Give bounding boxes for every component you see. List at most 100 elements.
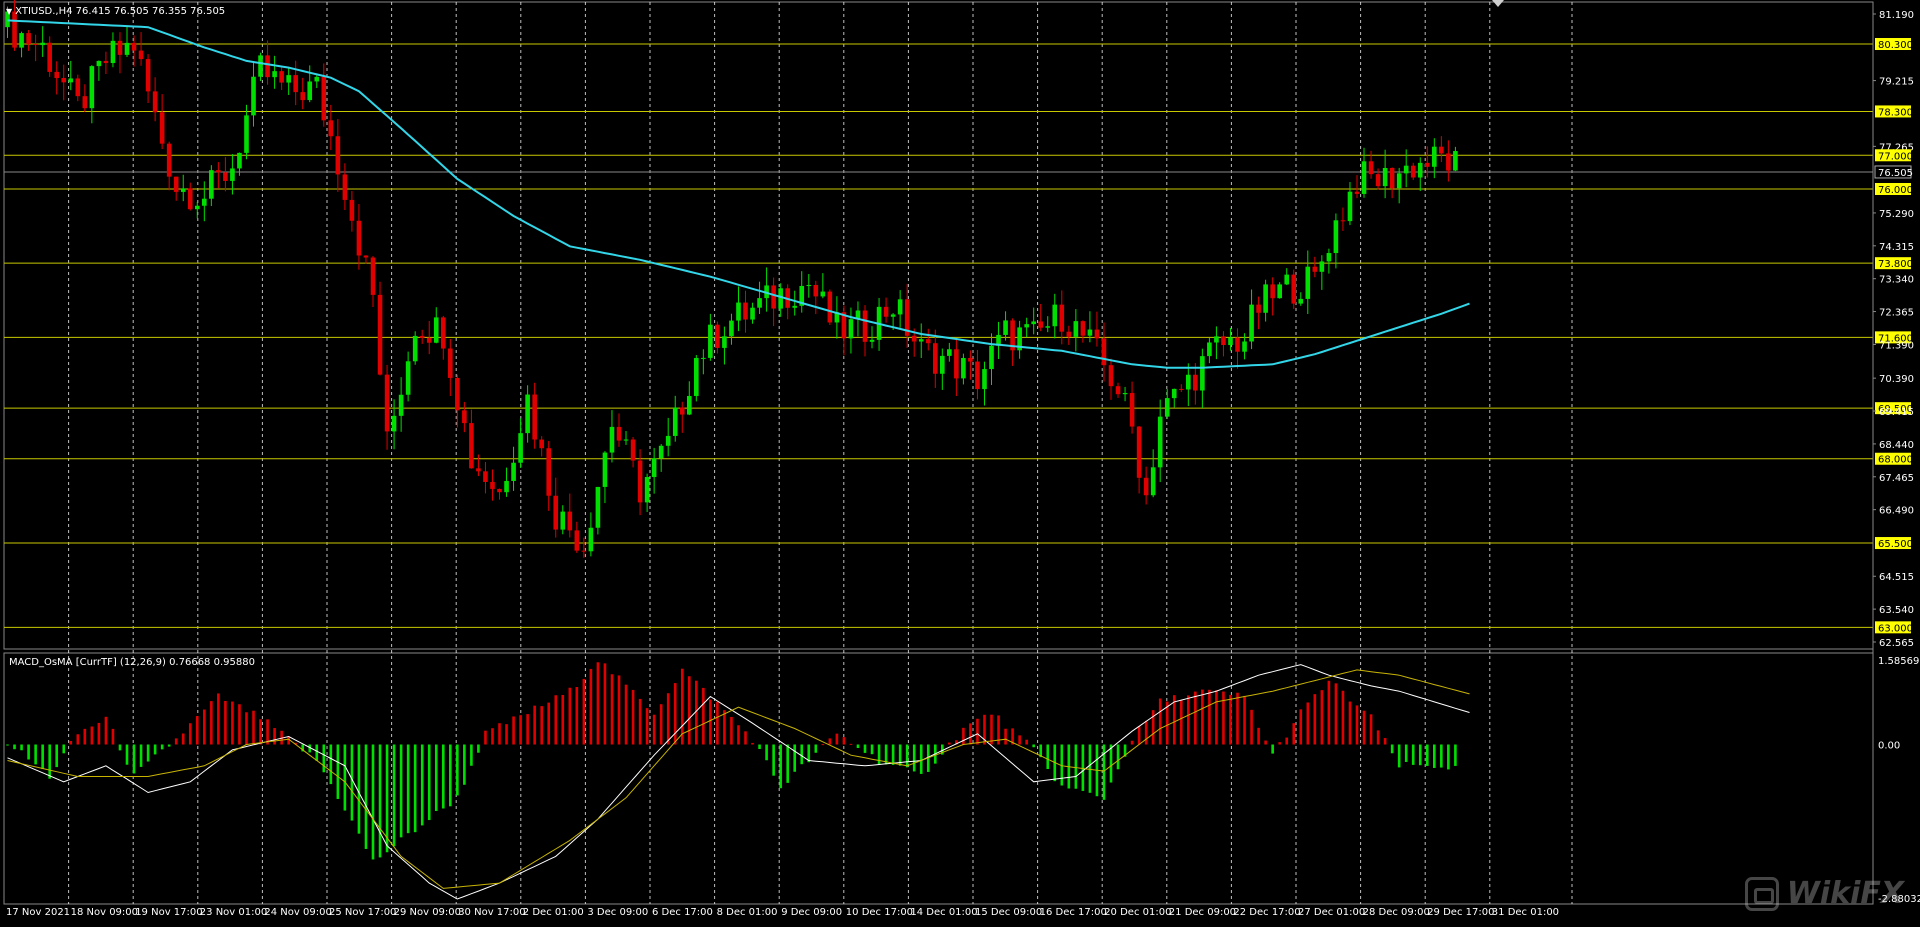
triangle-down-icon[interactable]: ▼ (6, 7, 13, 16)
symbol-header: ▼ XTIUSD.,H4 76.415 76.505 76.355 76.505 (6, 6, 225, 17)
histogram-bar (554, 695, 558, 745)
histogram-bar (1271, 744, 1274, 754)
histogram-bar (969, 723, 972, 745)
candle-body (476, 468, 481, 472)
histogram-bar (821, 744, 825, 746)
histogram-bar (217, 693, 220, 745)
histogram-bar (737, 725, 740, 745)
candle-body (525, 394, 530, 434)
histogram-bar (1011, 728, 1014, 745)
histogram-bar (1397, 744, 1401, 768)
histogram-bar (512, 716, 515, 745)
candle-body (1094, 329, 1100, 339)
candle-body (982, 369, 987, 390)
level-price-label: 65.500 (1878, 539, 1913, 550)
candle-body (996, 334, 1001, 346)
price-tick-label: 79.215 (1879, 77, 1914, 88)
candle-body (736, 302, 741, 321)
candle-body (1115, 386, 1121, 395)
histogram-bar (252, 710, 255, 745)
histogram-bar (596, 662, 600, 745)
candle-body (124, 42, 130, 55)
histogram-bar (983, 714, 986, 745)
current-price-label: 76.505 (1878, 168, 1913, 179)
time-tick-label: 9 Dec 09:00 (781, 907, 842, 918)
candle-body (897, 299, 903, 315)
histogram-bar (41, 744, 44, 770)
candle-body (799, 285, 805, 306)
candle-body (602, 452, 608, 487)
histogram-bar (1229, 694, 1232, 745)
histogram-bar (1236, 692, 1239, 745)
histogram-bar (308, 744, 312, 753)
candle-body (1312, 266, 1318, 272)
candle-body (511, 462, 516, 481)
histogram-bar (470, 744, 473, 766)
candle-body (862, 310, 868, 342)
candle-body (187, 188, 193, 210)
histogram-bar (997, 715, 1000, 745)
level-price-label: 71.600 (1878, 333, 1913, 344)
candle-body (989, 345, 994, 370)
histogram-bar (76, 734, 80, 745)
histogram-bar (884, 744, 888, 765)
indicator-tick-label: 0.00 (1878, 741, 1900, 752)
price-tick-label: 64.515 (1879, 572, 1914, 583)
candle-body (426, 337, 432, 343)
candle-body (265, 55, 270, 78)
candle-body (1221, 336, 1226, 346)
histogram-bar (990, 714, 993, 745)
candle-body (672, 407, 678, 436)
candle-body (841, 312, 847, 339)
histogram-bar (842, 737, 846, 745)
macd-histogram (6, 662, 1457, 860)
histogram-bar (399, 744, 403, 838)
candle-body (792, 305, 798, 308)
candle-body (469, 423, 474, 469)
time-tick-label: 17 Nov 2021 (6, 907, 70, 918)
histogram-bar (744, 731, 747, 745)
level-price-label: 76.000 (1878, 185, 1913, 196)
histogram-bar (568, 687, 572, 745)
time-tick-label: 24 Nov 09:00 (264, 907, 331, 918)
candle-body (1305, 266, 1311, 299)
histogram-bar (891, 744, 895, 765)
histogram-bar (976, 718, 979, 745)
candle-body (356, 220, 362, 256)
level-price-tag (1875, 537, 1911, 550)
histogram-bar (533, 705, 536, 745)
histogram-bar (181, 733, 185, 745)
histogram-bar (498, 723, 501, 745)
histogram-bar (449, 744, 452, 807)
candle-body (686, 395, 692, 415)
histogram-bar (687, 676, 691, 745)
indicator-tick-label: 1.58569 (1878, 656, 1919, 667)
histogram-bar (1341, 690, 1345, 745)
candle-body (419, 335, 425, 338)
candle-body (743, 302, 748, 320)
histogram-bar (1327, 680, 1331, 745)
histogram-bar (898, 744, 902, 766)
chart-shift-marker[interactable] (1492, 0, 1504, 7)
candle-body (504, 480, 509, 493)
moving-average (7, 19, 1470, 369)
candle-body (202, 198, 207, 206)
candle-body (834, 312, 840, 323)
candle-body (1087, 329, 1093, 336)
level-price-label: 77.000 (1878, 151, 1913, 162)
histogram-bar (167, 744, 171, 747)
histogram-bar (617, 675, 621, 745)
histogram-bar (1264, 740, 1267, 745)
histogram-bar (1222, 691, 1225, 745)
histogram-bar (434, 744, 438, 812)
candle-body (12, 11, 17, 48)
histogram-bar (575, 687, 579, 745)
candle-body (173, 176, 179, 192)
histogram-bar (955, 740, 958, 745)
histogram-bar (765, 744, 768, 761)
histogram-bar (519, 715, 522, 745)
candle-body (1214, 336, 1219, 343)
candle-body (911, 335, 917, 342)
histogram-bar (638, 698, 642, 745)
